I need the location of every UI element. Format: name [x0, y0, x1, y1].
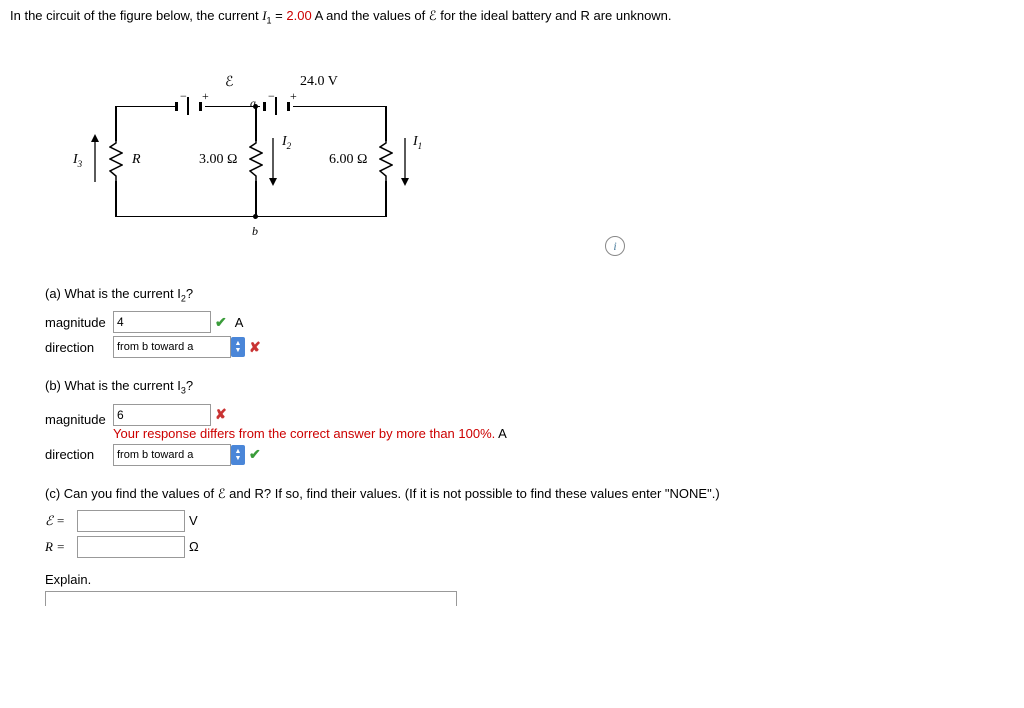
- label-r: R: [132, 152, 141, 168]
- part-a-title: (a) What is the current I2?: [45, 286, 1014, 304]
- b-direction-select[interactable]: [113, 444, 231, 466]
- question-text: In the circuit of the figure below, the …: [10, 8, 1014, 26]
- label-a: a: [250, 96, 256, 111]
- label-i1: I1: [413, 134, 422, 151]
- check-icon: ✔: [249, 446, 261, 463]
- label-eps: ℰ: [225, 74, 233, 91]
- label-r6: 6.00 Ω: [329, 152, 367, 168]
- label-b: b: [252, 224, 258, 239]
- resistor-6: [379, 138, 393, 183]
- explain-label: Explain.: [45, 572, 1014, 587]
- a-mag-unit: A: [235, 315, 244, 330]
- c-r-symbol: R =: [45, 539, 77, 555]
- a-direction-select[interactable]: [113, 336, 231, 358]
- cross-icon: ✘: [215, 406, 227, 423]
- b-error-text: Your response differs from the correct a…: [113, 426, 495, 441]
- check-icon: ✔: [215, 314, 227, 331]
- stepper-icon[interactable]: ▲▼: [231, 445, 245, 465]
- resistor-r: [109, 138, 123, 183]
- resistor-3: [249, 138, 263, 183]
- c-r-unit: Ω: [189, 539, 199, 554]
- minus1: −: [180, 89, 187, 104]
- node-b: [253, 214, 258, 219]
- circuit-figure: ℰ 24.0 V − + − + a b R 3.00 Ω 6.00 Ω I3 …: [85, 56, 505, 256]
- part-c-title: (c) Can you find the values of ℰ and R? …: [45, 486, 1014, 502]
- arrow-i3: [89, 134, 101, 184]
- q-val: 2.00: [286, 8, 311, 23]
- c-e-input[interactable]: [77, 510, 185, 532]
- stepper-icon[interactable]: ▲▼: [231, 337, 245, 357]
- plus1: +: [202, 89, 209, 104]
- label-i3: I3: [73, 152, 82, 169]
- b-err-unit: A: [495, 426, 507, 441]
- arrow-i1: [399, 136, 411, 186]
- c-r-input[interactable]: [77, 536, 185, 558]
- cross-icon: ✘: [249, 339, 261, 356]
- label-r3: 3.00 Ω: [199, 152, 237, 168]
- b-dir-label: direction: [45, 447, 113, 462]
- q-pre: In the circuit of the figure below, the …: [10, 8, 262, 23]
- label-i2: I2: [282, 134, 291, 151]
- info-icon[interactable]: i: [605, 236, 625, 256]
- c-e-symbol: ℰ =: [45, 513, 77, 529]
- b-magnitude-input[interactable]: [113, 404, 211, 426]
- plus2: +: [290, 89, 297, 104]
- q-rest: A and the values of ℰ for the ideal batt…: [312, 8, 672, 23]
- a-magnitude-input[interactable]: [113, 311, 211, 333]
- a-dir-label: direction: [45, 340, 113, 355]
- label-24v: 24.0 V: [300, 74, 338, 90]
- c-e-unit: V: [189, 513, 198, 528]
- b-mag-label: magnitude: [45, 404, 113, 427]
- minus2: −: [268, 89, 275, 104]
- a-mag-label: magnitude: [45, 315, 113, 330]
- part-b-title: (b) What is the current I3?: [45, 378, 1014, 396]
- explain-textarea[interactable]: [45, 591, 457, 606]
- q-eq: =: [272, 8, 287, 23]
- arrow-i2: [267, 136, 279, 186]
